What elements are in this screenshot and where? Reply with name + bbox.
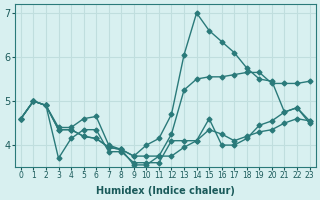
X-axis label: Humidex (Indice chaleur): Humidex (Indice chaleur) [96, 186, 235, 196]
